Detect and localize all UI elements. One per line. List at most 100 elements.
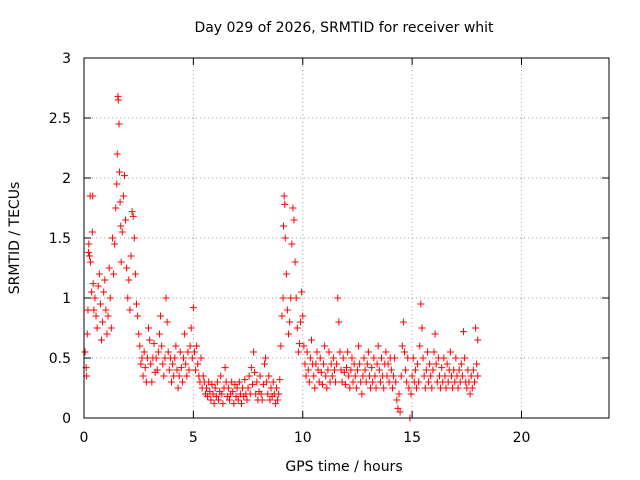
data-point [172, 342, 180, 350]
data-point [87, 258, 95, 266]
data-point [101, 276, 109, 284]
data-point [444, 378, 452, 386]
data-point [308, 336, 315, 344]
data-point [311, 384, 319, 392]
data-point [183, 372, 191, 380]
data-point [278, 312, 286, 320]
data-point [441, 372, 449, 380]
data-point [81, 348, 89, 356]
data-point [134, 312, 142, 320]
data-point [159, 360, 167, 368]
data-point [150, 340, 158, 348]
data-point [113, 150, 121, 158]
x-tick-label: 20 [513, 430, 531, 446]
data-point [376, 378, 384, 386]
data-point [140, 348, 148, 356]
data-point [154, 348, 162, 356]
data-point [120, 172, 128, 180]
data-point [269, 378, 277, 386]
y-tick-label: 0 [62, 411, 71, 427]
data-point [282, 270, 290, 278]
data-point [373, 360, 381, 368]
data-point [423, 348, 431, 356]
y-tick-label: 1.5 [49, 231, 71, 247]
data-point [334, 294, 342, 302]
data-point [333, 360, 341, 368]
data-point [98, 336, 105, 344]
data-point [119, 192, 127, 200]
data-point [384, 360, 392, 368]
data-point [347, 366, 355, 374]
data-point [180, 354, 188, 362]
data-point [332, 378, 340, 386]
data-point [281, 200, 289, 208]
data-point [446, 348, 454, 356]
data-point [280, 222, 287, 230]
data-point [263, 378, 271, 386]
data-point [353, 366, 361, 374]
data-point [316, 354, 324, 362]
data-point [165, 366, 173, 374]
data-point [431, 330, 439, 338]
data-point [348, 354, 356, 362]
data-point [155, 330, 163, 338]
data-point [291, 258, 299, 266]
data-point [105, 264, 113, 272]
y-tick-label: 2.5 [49, 111, 71, 127]
data-point [122, 216, 130, 224]
data-point [114, 96, 122, 104]
data-point [387, 366, 395, 374]
data-point [364, 348, 372, 356]
data-point [472, 324, 480, 332]
data-point [336, 348, 344, 356]
data-point [407, 390, 415, 398]
data-point [427, 372, 435, 380]
data-point [322, 372, 330, 380]
data-point [184, 348, 192, 356]
data-point [417, 300, 425, 308]
data-point [266, 396, 274, 404]
data-point [374, 342, 382, 350]
data-point [256, 372, 264, 380]
data-point [199, 372, 207, 380]
data-point [312, 360, 320, 368]
data-point [211, 384, 219, 392]
data-point [157, 312, 165, 320]
data-point [117, 258, 125, 266]
data-point [396, 408, 404, 416]
data-point [391, 354, 399, 362]
data-point [169, 360, 177, 368]
data-point [189, 304, 197, 312]
data-point [343, 364, 350, 372]
data-point [285, 330, 293, 338]
data-point [164, 348, 172, 356]
data-point [455, 366, 463, 374]
data-point [248, 380, 256, 388]
data-point [89, 280, 97, 288]
data-point [419, 354, 427, 362]
data-point [113, 180, 121, 188]
y-tick-label: 1 [62, 291, 71, 307]
data-point [320, 360, 328, 368]
data-point [260, 360, 268, 368]
data-point [178, 378, 186, 386]
data-point [112, 204, 120, 212]
data-point [148, 378, 156, 386]
data-point [262, 354, 270, 362]
data-point [232, 392, 240, 400]
data-point [234, 396, 242, 404]
data-point [425, 378, 433, 386]
data-point [93, 324, 101, 332]
data-point [192, 366, 200, 374]
data-point [302, 372, 310, 380]
data-point [96, 300, 104, 308]
data-point [106, 294, 114, 302]
data-point [402, 366, 410, 374]
data-point [115, 168, 123, 176]
chart-title: Day 029 of 2026, SRMTID for receiver whi… [194, 20, 494, 36]
data-point [355, 342, 363, 350]
data-point [88, 288, 96, 296]
data-point [85, 252, 93, 260]
data-point [229, 388, 237, 396]
data-point [153, 366, 161, 374]
